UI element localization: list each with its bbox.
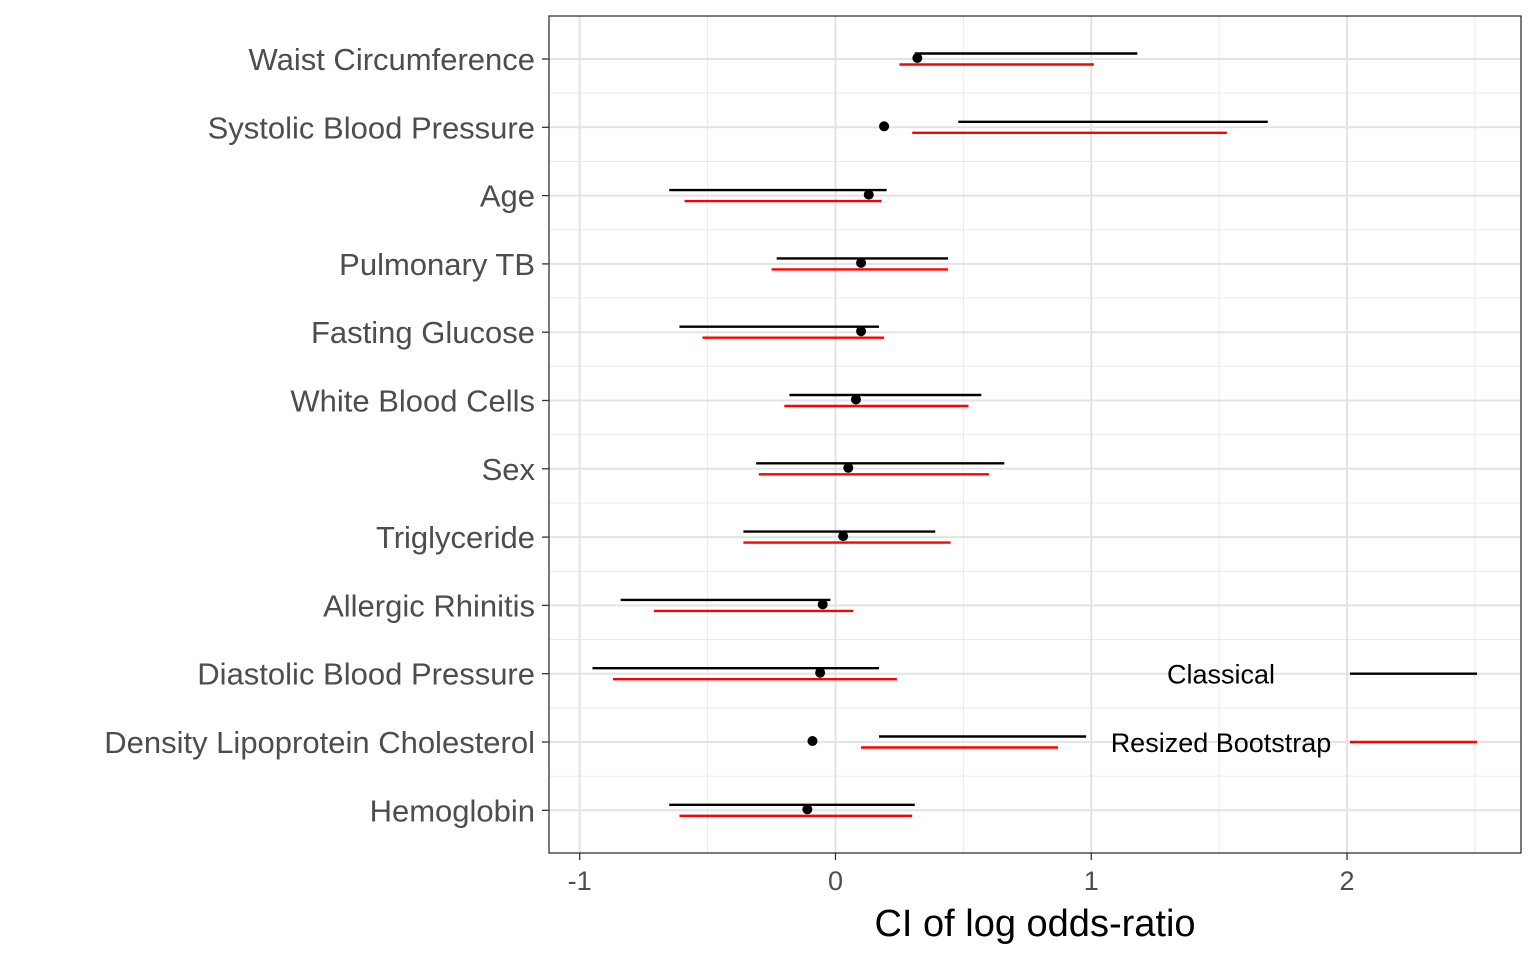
category-label: Diastolic Blood Pressure [197,657,535,692]
panel-border [548,15,1522,854]
point-estimate [838,531,849,542]
legend: Classical Resized Bootstrap [1111,660,1477,758]
point-estimate [912,53,923,63]
x-axis: -1 0 1 2 [568,853,1355,896]
point-estimate [802,804,813,815]
x-tick-label: 1 [1084,866,1099,896]
point-estimate [856,326,867,337]
category-label: Age [480,179,535,214]
category-label: White Blood Cells [290,384,535,419]
grid [549,16,1521,853]
point-estimate [856,257,867,268]
chart-marks [592,52,1268,817]
category-label: Systolic Blood Pressure [208,110,535,145]
point-estimate [843,462,854,473]
legend-label: Classical [1167,660,1275,690]
x-tick-label: 2 [1340,866,1355,896]
point-estimate [807,736,818,746]
x-tick-label: -1 [568,866,592,896]
category-label: Density Lipoprotein Cholesterol [104,725,535,760]
point-estimate [850,394,861,405]
category-label: Triglyceride [376,520,535,555]
category-label: Waist Circumference [248,42,535,77]
category-label: Pulmonary TB [339,247,535,282]
category-label: Fasting Glucose [311,315,535,350]
y-axis: Waist Circumference Systolic Blood Pressu… [104,42,549,828]
point-estimate [817,599,828,610]
category-label: Allergic Rhinitis [323,588,535,623]
point-estimate [863,189,874,200]
point-estimate [879,121,890,132]
category-label: Hemoglobin [370,793,535,828]
x-tick-label: 0 [828,866,843,896]
x-axis-title: CI of log odds-ratio [874,903,1195,945]
point-estimate [815,667,826,678]
category-label: Sex [482,452,536,487]
legend-label: Resized Bootstrap [1111,728,1332,758]
